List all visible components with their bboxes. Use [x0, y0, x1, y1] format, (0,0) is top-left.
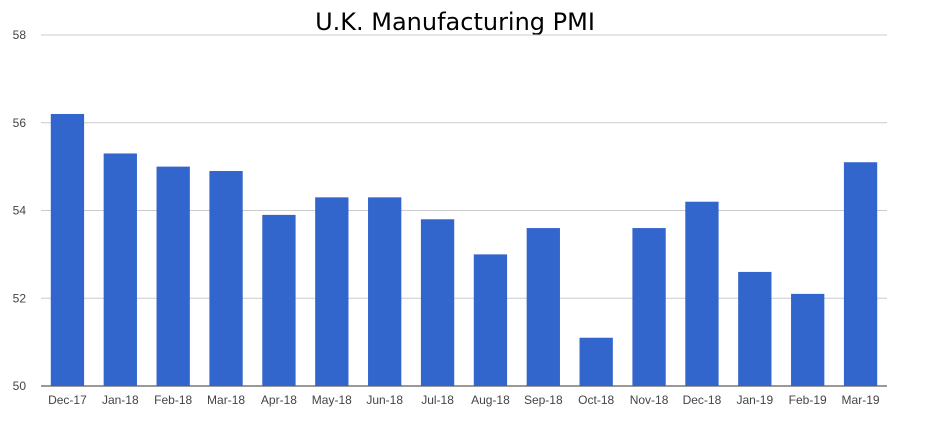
- bar-Nov-18: [632, 228, 666, 386]
- y-axis-ticks: 50 52 54 56 58: [13, 28, 27, 393]
- bar-Oct-18: [579, 337, 613, 386]
- x-axis-ticks: Dec-17 Jan-18 Feb-18 Mar-18 Apr-18 May-18 Jun-…: [48, 393, 880, 407]
- bar-Dec-17: [50, 113, 85, 386]
- x-tick-label: Feb-19: [789, 393, 827, 407]
- bar-Sep-18: [526, 228, 560, 386]
- x-tick-label: Jan-19: [736, 393, 773, 407]
- bar-Jan-19: [738, 271, 772, 386]
- x-tick-label: Mar-18: [207, 393, 245, 407]
- y-tick-label: 54: [13, 204, 27, 218]
- x-tick-label: Nov-18: [630, 393, 669, 407]
- bars: [50, 113, 878, 386]
- x-tick-label: Feb-18: [154, 393, 192, 407]
- bar-Mar-18: [209, 171, 243, 386]
- bar-Jan-18: [103, 153, 137, 386]
- y-tick-label: 58: [13, 28, 27, 42]
- x-tick-label: May-18: [312, 393, 352, 407]
- y-tick-label: 56: [13, 116, 27, 130]
- x-tick-label: Oct-18: [578, 393, 614, 407]
- x-tick-label: Jul-18: [421, 393, 454, 407]
- bar-May-18: [315, 197, 349, 386]
- x-tick-label: Apr-18: [261, 393, 297, 407]
- bar-Jul-18: [420, 219, 455, 386]
- x-tick-label: Sep-18: [524, 393, 563, 407]
- y-tick-label: 52: [13, 291, 27, 305]
- chart-title: U.K. Manufacturing PMI: [315, 8, 595, 36]
- bar-Dec-18: [685, 201, 719, 386]
- x-tick-label: Dec-17: [48, 393, 87, 407]
- x-tick-label: Dec-18: [683, 393, 722, 407]
- bar-Apr-18: [262, 214, 296, 386]
- bar-Feb-19: [791, 293, 825, 386]
- x-tick-label: Aug-18: [471, 393, 510, 407]
- bar-Feb-18: [156, 166, 190, 386]
- y-tick-label: 50: [13, 379, 27, 393]
- x-tick-label: Mar-19: [842, 393, 880, 407]
- x-tick-label: Jun-18: [366, 393, 403, 407]
- bar-Jun-18: [368, 197, 402, 386]
- bar-Aug-18: [473, 254, 508, 386]
- bar-Mar-19: [843, 162, 878, 386]
- x-tick-label: Jan-18: [102, 393, 139, 407]
